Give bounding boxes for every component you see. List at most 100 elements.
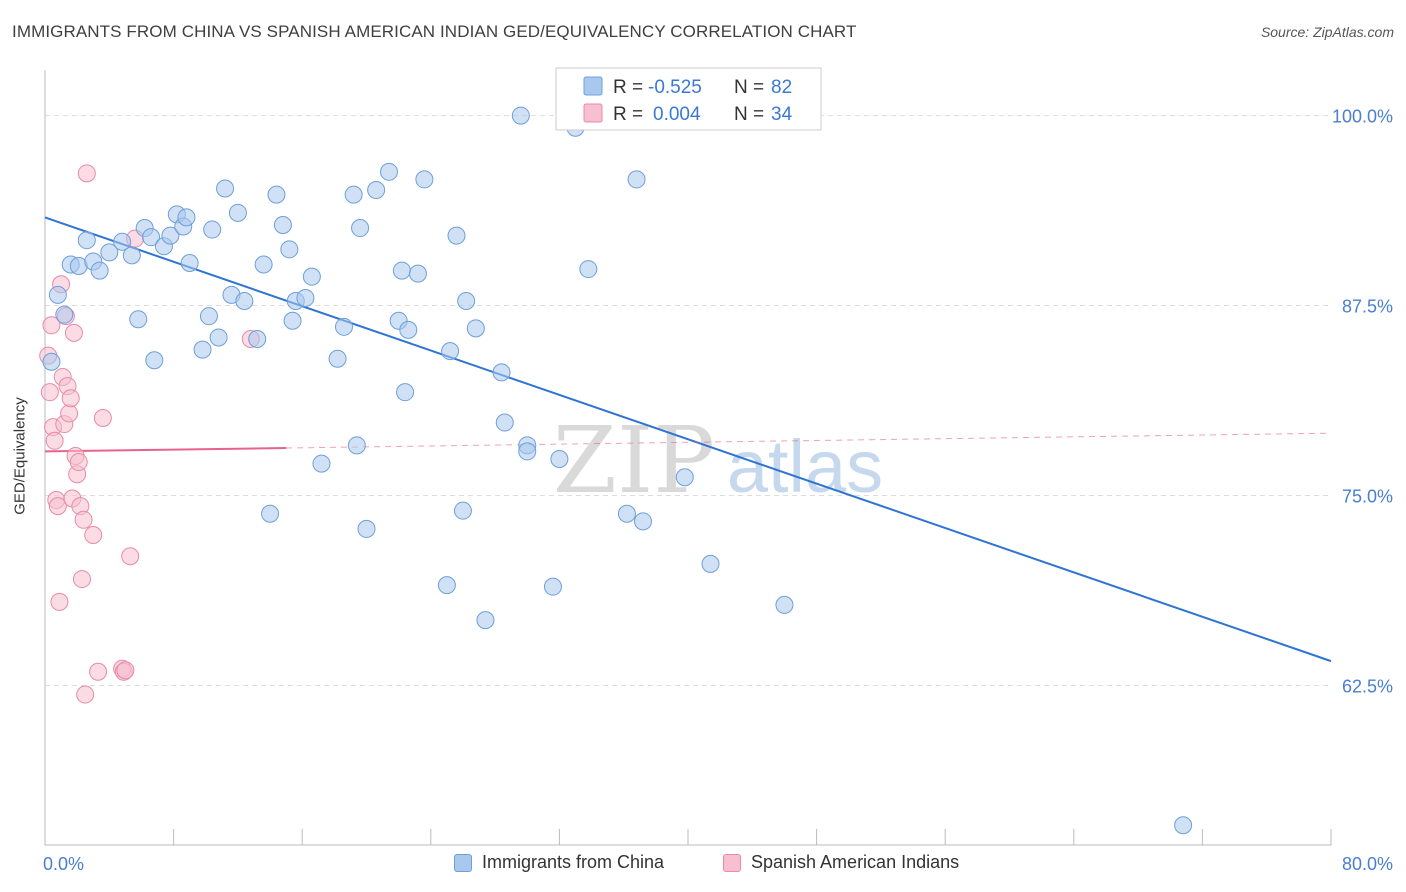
point-spanish-7: [50, 592, 69, 611]
point-china-13: [142, 228, 161, 247]
legend-item-spanish[interactable]: Spanish American Indians: [723, 852, 959, 873]
legend-spanish-swatch: [583, 103, 603, 123]
point-spanish-30: [116, 661, 135, 680]
point-china-14: [145, 351, 164, 370]
legend-item-china[interactable]: Immigrants from China: [454, 852, 664, 873]
point-china-75: [775, 595, 794, 614]
point-spanish-19: [69, 453, 88, 472]
point-china-61: [495, 413, 514, 432]
point-china-46: [367, 181, 386, 200]
point-china-51: [399, 320, 418, 339]
watermark-atlas: atlas: [727, 425, 883, 508]
point-spanish-14: [61, 389, 80, 408]
point-china-50: [396, 383, 415, 402]
point-china-40: [328, 349, 347, 368]
watermark: ZIP atlas: [553, 407, 883, 514]
source-credit: Source: ZipAtlas.com: [1260, 24, 1394, 40]
point-china-64: [518, 442, 537, 461]
legend-top: R = -0.525 N = 82 R = 0.004 N = 34: [555, 67, 822, 131]
trend-line-spanish-solid: [44, 447, 287, 453]
axes: [44, 70, 1332, 846]
legend-spanish-label: Spanish American Indians: [751, 852, 960, 872]
point-china-73: [675, 468, 694, 487]
point-china-5: [77, 231, 96, 250]
point-china-38: [302, 267, 321, 286]
point-china-7: [90, 261, 109, 280]
point-china-2: [55, 305, 74, 324]
legend-spanish-n-label: N =: [734, 104, 764, 125]
point-china-20: [180, 253, 199, 272]
legend-china-swatch-bottom: [454, 853, 472, 872]
point-china-39: [312, 454, 331, 473]
legend-china-r-value: -0.525: [648, 77, 702, 98]
point-china-66: [550, 450, 569, 469]
x-tick-label-0: 0.0%: [43, 854, 84, 874]
point-china-30: [254, 255, 273, 274]
y-tick-label-3: 62.5%: [1342, 676, 1393, 696]
legend-china-n-label: N =: [734, 77, 764, 98]
y-tick-label-0: 100.0%: [1332, 107, 1393, 127]
point-china-60: [492, 363, 511, 382]
point-china-8: [100, 243, 119, 262]
y-tick-label-1: 87.5%: [1342, 297, 1393, 317]
legend-china-swatch: [583, 76, 603, 96]
point-china-22: [199, 307, 218, 326]
point-china-1: [48, 285, 67, 304]
legend-spanish-r-label: R =: [613, 104, 643, 125]
point-china-44: [351, 219, 370, 238]
point-china-27: [228, 203, 247, 222]
legend-spanish-n-value: 34: [771, 104, 793, 125]
point-china-0: [42, 352, 61, 371]
point-spanish-23: [76, 685, 95, 704]
point-china-52: [408, 264, 427, 283]
point-china-70: [617, 504, 636, 523]
point-china-33: [273, 216, 292, 234]
point-spanish-31: [121, 547, 140, 566]
point-china-34: [280, 240, 299, 259]
point-china-10: [122, 246, 141, 265]
point-china-19: [177, 208, 196, 227]
point-china-29: [248, 329, 267, 348]
point-china-37: [296, 288, 315, 307]
point-china-74: [701, 554, 720, 573]
point-spanish-22: [74, 510, 93, 529]
point-spanish-1: [40, 383, 59, 402]
point-spanish-25: [84, 526, 103, 544]
point-china-59: [466, 319, 485, 338]
trend-line-spanish-dashed: [286, 432, 1332, 449]
point-spanish-21: [72, 570, 91, 589]
point-china-71: [627, 170, 646, 189]
point-china-28: [235, 291, 254, 310]
point-china-24: [209, 328, 228, 347]
point-spanish-26: [89, 662, 108, 681]
point-china-55: [441, 342, 460, 361]
point-china-9: [113, 232, 132, 251]
point-china-72: [633, 512, 652, 531]
point-china-77: [1174, 816, 1193, 835]
x-tick-label-1: 80.0%: [1342, 854, 1393, 874]
point-china-11: [129, 310, 148, 329]
point-china-56: [447, 226, 466, 245]
point-china-76: [476, 611, 495, 630]
legend-china-label: Immigrants from China: [482, 852, 665, 872]
point-spanish-6: [48, 497, 67, 516]
legend-bottom: Immigrants from China Spanish American I…: [0, 850, 1406, 880]
legend-spanish-r-value: 0.004: [653, 104, 701, 125]
legend-china-r-label: R =: [613, 77, 643, 98]
point-china-53: [415, 170, 434, 189]
grid-lines: [45, 115, 1331, 686]
point-china-54: [437, 576, 456, 595]
point-china-45: [357, 519, 376, 538]
watermark-zip: ZIP: [553, 407, 715, 514]
point-china-23: [203, 220, 222, 239]
legend-china-n-value: 82: [771, 77, 792, 98]
point-spanish-24: [77, 164, 96, 183]
point-china-57: [453, 501, 472, 520]
point-china-31: [261, 504, 280, 523]
point-spanish-4: [45, 431, 64, 450]
trend-line-china: [44, 216, 1332, 663]
point-china-43: [347, 436, 366, 455]
x-tick-labels: 0.0% 80.0%: [43, 854, 1393, 874]
trend-lines: [44, 216, 1332, 663]
